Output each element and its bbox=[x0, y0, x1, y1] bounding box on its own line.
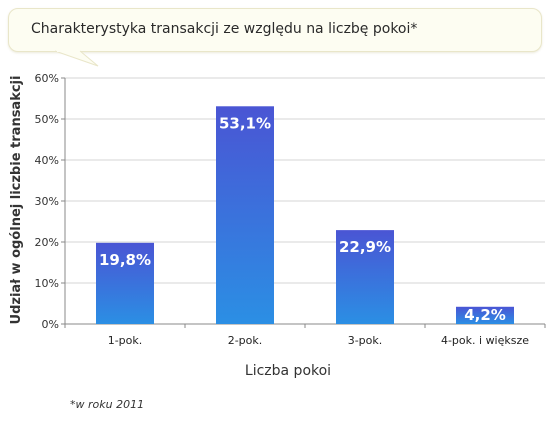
y-tick-label: 0% bbox=[42, 318, 59, 331]
x-tick-label: 2-pok. bbox=[228, 334, 263, 347]
x-tick-label: 4-pok. i większe bbox=[441, 334, 529, 347]
bar bbox=[456, 306, 514, 324]
bar bbox=[216, 106, 274, 324]
y-axis-label: Udział w ogólnej liczbie transakcji bbox=[9, 76, 24, 325]
x-tick-label: 3-pok. bbox=[348, 334, 383, 347]
x-tick-label: 1-pok. bbox=[108, 334, 143, 347]
y-tick-label: 20% bbox=[35, 236, 59, 249]
bar bbox=[96, 242, 154, 324]
bar bbox=[336, 230, 394, 324]
y-tick-label: 30% bbox=[35, 195, 59, 208]
gridlines bbox=[65, 77, 545, 284]
y-tick-label: 40% bbox=[35, 154, 59, 167]
y-tick-label: 60% bbox=[35, 72, 59, 85]
y-tick-label: 10% bbox=[35, 277, 59, 290]
x-tick-labels: 1-pok. 2-pok. 3-pok. 4-pok. i większe bbox=[108, 334, 530, 347]
bars: 19,8% 53,1% 22,9% 4,2% bbox=[96, 106, 514, 324]
bar-value-label: 19,8% bbox=[99, 251, 151, 269]
footnote: *w roku 2011 bbox=[70, 398, 145, 411]
y-tick-labels: 0% 10% 20% 30% 40% 50% 60% bbox=[35, 72, 59, 331]
chart-title-callout: Charakterystyka transakcji ze względu na… bbox=[8, 8, 542, 52]
bar-value-label: 4,2% bbox=[464, 306, 506, 324]
chart-title: Charakterystyka transakcji ze względu na… bbox=[31, 21, 418, 37]
x-axis-label: Liczba pokoi bbox=[245, 363, 331, 379]
bar-value-label: 53,1% bbox=[219, 114, 271, 132]
bar-value-label: 22,9% bbox=[339, 238, 391, 256]
callout-tail bbox=[54, 50, 99, 67]
y-tick-label: 50% bbox=[35, 113, 59, 126]
